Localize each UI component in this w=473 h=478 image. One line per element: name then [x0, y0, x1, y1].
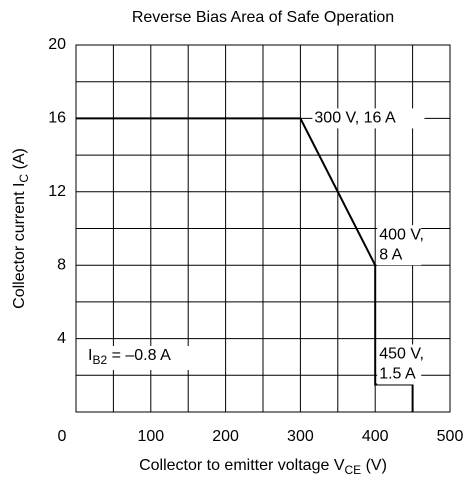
condition-label: IB2 = –0.8 A — [88, 347, 171, 367]
y-axis-label-part: C — [17, 174, 31, 183]
annotation: 400 V, — [379, 226, 424, 243]
plot-frame — [75, 44, 451, 413]
line-series — [76, 117, 414, 412]
x-tick-label: 200 — [212, 428, 239, 445]
x-axis-label-part: (V) — [361, 457, 387, 474]
annotation-bg — [377, 344, 422, 385]
annotation-bg — [312, 108, 425, 129]
annotation: 450 V, — [379, 346, 424, 363]
y-tick-label: 4 — [57, 330, 66, 347]
y-axis-label: Collector current IC (A) — [11, 148, 31, 309]
annotation: 8 A — [379, 246, 402, 263]
condition-label-part: I — [88, 347, 92, 364]
condition-label-part: = –0.8 A — [107, 347, 171, 364]
y-tick-label: 8 — [57, 256, 66, 273]
y-tick-label: 16 — [48, 110, 66, 127]
y-tick-label: 20 — [48, 36, 66, 53]
x-tick-label: 0 — [58, 428, 67, 445]
x-axis-label: Collector to emitter voltage VCE (V) — [139, 457, 387, 477]
x-axis-label-part: Collector to emitter voltage V — [139, 457, 345, 474]
y-axis-label-part: (A) — [11, 148, 28, 174]
x-tick-label: 400 — [362, 428, 389, 445]
annotation: 300 V, 16 A — [314, 110, 396, 127]
x-tick-label: 100 — [137, 428, 164, 445]
x-tick-label: 300 — [287, 428, 314, 445]
y-axis-label-part: Collector current I — [11, 183, 28, 309]
x-tick-label: 500 — [437, 428, 464, 445]
annotation: 1.5 A — [379, 366, 416, 383]
annotation-bg — [86, 346, 202, 370]
y-tick-label: 12 — [48, 183, 66, 200]
condition-label-part: B2 — [92, 353, 107, 367]
annotation-bg — [377, 225, 422, 266]
x-axis-label-part: CE — [344, 463, 361, 477]
chart-title: Reverse Bias Area of Safe Operation — [132, 9, 394, 26]
